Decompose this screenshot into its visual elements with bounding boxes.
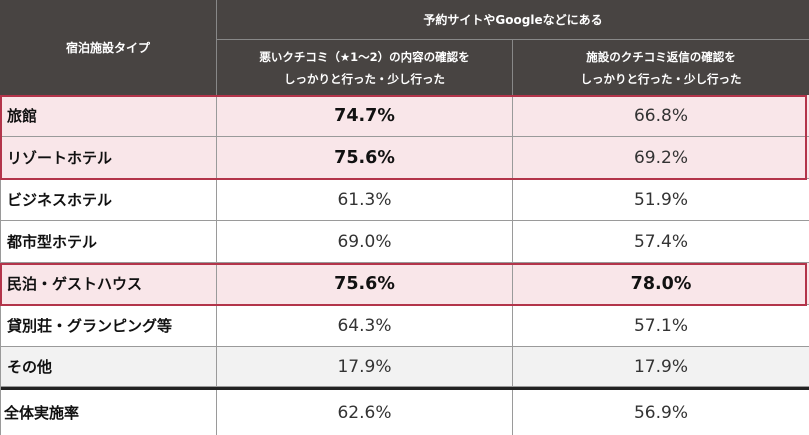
row-label: その他 — [0, 347, 217, 386]
row-value-bad-review: 61.3% — [217, 179, 513, 220]
table-row-city-hotel: 都市型ホテル 69.0% 57.4% — [0, 221, 809, 263]
header-group-review-sites: 予約サイトやGoogleなどにある — [217, 0, 809, 40]
header-col1-line2: しっかりと行った・少し行った — [284, 71, 445, 86]
table-row-overall-rate: 全体実施率 62.6% 56.9% — [0, 390, 809, 435]
row-label: ビジネスホテル — [0, 179, 217, 220]
header-col1-line1: 悪いクチコミ（★1～2）の内容の確認を — [259, 49, 470, 64]
row-value-bad-review: 75.6% — [217, 137, 513, 178]
total-separator — [0, 387, 809, 390]
row-value-reply: 66.8% — [633, 105, 688, 126]
row-value-bad-review: 75.6% — [217, 263, 513, 304]
row-label: 都市型ホテル — [0, 221, 217, 262]
header-bad-review-check: 悪いクチコミ（★1～2）の内容の確認を しっかりと行った・少し行った — [217, 40, 513, 95]
row-value-reply: 78.0% — [630, 273, 692, 294]
header-col2-line2: しっかりと行った・少し行った — [580, 71, 742, 86]
row-value-bad-review: 17.9% — [217, 347, 513, 386]
row-label: 全体実施率 — [0, 390, 217, 435]
row-value-reply: 56.9% — [633, 402, 688, 423]
row-value-reply: 57.4% — [633, 231, 688, 252]
table-row-other: その他 17.9% 17.9% — [0, 347, 809, 387]
table-row-ryokan: 旅館 74.7% 66.8% — [0, 95, 809, 137]
row-value-reply: 69.2% — [633, 147, 688, 168]
header-reply-check: 施設のクチコミ返信の確認を しっかりと行った・少し行った — [513, 40, 809, 95]
header-col2-line1: 施設のクチコミ返信の確認を — [586, 49, 736, 64]
table-row-minpaku-guesthouse: 民泊・ゲストハウス 75.6% 78.0% — [0, 263, 809, 305]
table-row-villa-glamping: 貸別荘・グランピング等 64.3% 57.1% — [0, 305, 809, 347]
table-row-business-hotel: ビジネスホテル 61.3% 51.9% — [0, 179, 809, 221]
row-value-bad-review: 62.6% — [217, 390, 513, 435]
row-label: 旅館 — [0, 95, 217, 136]
row-label: 貸別荘・グランピング等 — [0, 305, 217, 346]
row-label: リゾートホテル — [0, 137, 217, 178]
row-value-bad-review: 64.3% — [217, 305, 513, 346]
row-value-bad-review: 69.0% — [217, 221, 513, 262]
row-value-reply: 57.1% — [633, 315, 688, 336]
header-facility-type: 宿泊施設タイプ — [0, 0, 217, 95]
row-value-reply: 51.9% — [633, 189, 688, 210]
table-row-resort-hotel: リゾートホテル 75.6% 69.2% — [0, 137, 809, 179]
table-left-border — [0, 95, 1, 435]
row-value-reply: 17.9% — [633, 356, 688, 377]
row-label: 民泊・ゲストハウス — [0, 263, 217, 304]
row-value-bad-review: 74.7% — [217, 95, 513, 136]
